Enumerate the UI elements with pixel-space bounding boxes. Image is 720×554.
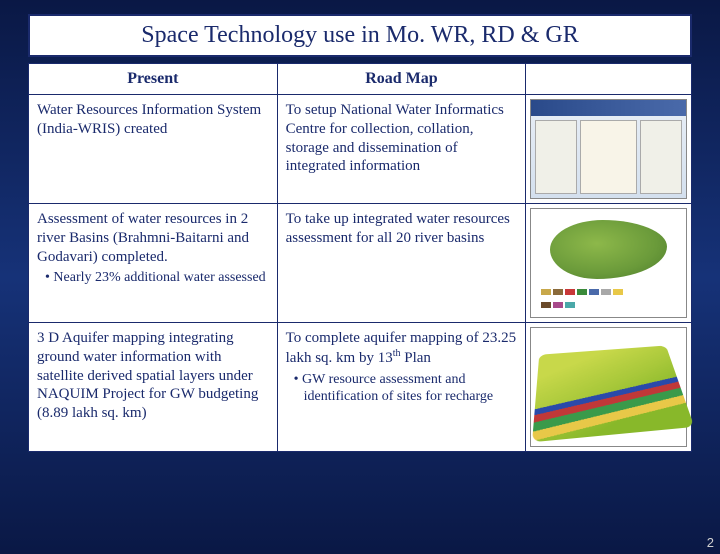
slide-title-box: Space Technology use in Mo. WR, RD & GR bbox=[28, 14, 692, 57]
present-text: Water Resources Information System (Indi… bbox=[37, 102, 261, 137]
present-text: 3 D Aquifer mapping integrating ground w… bbox=[37, 330, 258, 421]
header-image bbox=[526, 64, 692, 95]
cell-image bbox=[526, 323, 692, 452]
cell-present: Assessment of water resources in 2 river… bbox=[29, 204, 278, 323]
table-row: 3 D Aquifer mapping integrating ground w… bbox=[29, 323, 692, 452]
cell-image bbox=[526, 204, 692, 323]
slide-title: Space Technology use in Mo. WR, RD & GR bbox=[141, 22, 578, 48]
portal-screenshot-icon bbox=[530, 99, 687, 199]
table-row: Water Resources Information System (Indi… bbox=[29, 95, 692, 204]
cell-present: 3 D Aquifer mapping integrating ground w… bbox=[29, 323, 278, 452]
basin-map-icon bbox=[530, 208, 687, 318]
roadmap-text: To complete aquifer mapping of 23.25 lak… bbox=[286, 330, 517, 366]
header-roadmap: Road Map bbox=[277, 64, 526, 95]
cell-image bbox=[526, 95, 692, 204]
page-number: 2 bbox=[707, 535, 714, 550]
roadmap-text: To take up integrated water resources as… bbox=[286, 211, 510, 246]
cell-roadmap: To complete aquifer mapping of 23.25 lak… bbox=[277, 323, 526, 452]
cell-roadmap: To setup National Water Informatics Cent… bbox=[277, 95, 526, 204]
present-bullets: Nearly 23% additional water assessed bbox=[37, 269, 269, 287]
content-table: Present Road Map Water Resources Informa… bbox=[28, 63, 692, 452]
table-row: Assessment of water resources in 2 river… bbox=[29, 204, 692, 323]
header-present: Present bbox=[29, 64, 278, 95]
bullet-item: GW resource assessment and identificatio… bbox=[294, 371, 518, 406]
bullet-item: Nearly 23% additional water assessed bbox=[45, 269, 269, 287]
cell-present: Water Resources Information System (Indi… bbox=[29, 95, 278, 204]
aquifer-3d-icon bbox=[530, 327, 687, 447]
table-header-row: Present Road Map bbox=[29, 64, 692, 95]
cell-roadmap: To take up integrated water resources as… bbox=[277, 204, 526, 323]
roadmap-text: To setup National Water Informatics Cent… bbox=[286, 102, 504, 174]
present-text: Assessment of water resources in 2 river… bbox=[37, 211, 249, 265]
roadmap-bullets: GW resource assessment and identificatio… bbox=[286, 371, 518, 406]
